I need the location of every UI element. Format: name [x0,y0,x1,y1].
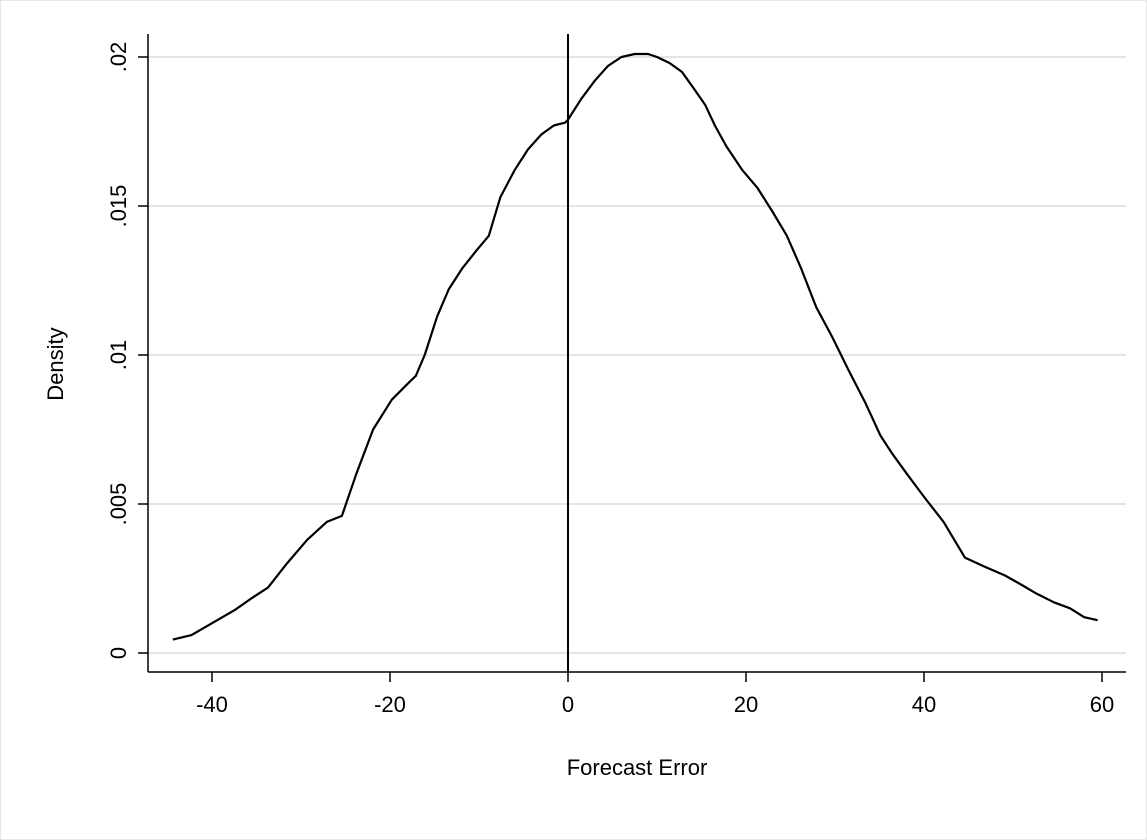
x-tick-label-5: 60 [1090,692,1114,717]
x-axis-ticks: -40 -20 0 20 40 60 [196,672,1114,717]
x-tick-label-3: 20 [734,692,758,717]
y-tick-label-3: .015 [106,185,131,228]
axes-layer [147,34,1126,673]
x-tick-label-4: 40 [912,692,936,717]
y-tick-label-1: .005 [106,483,131,526]
grid-layer [148,56,1126,654]
x-axis-title: Forecast Error [567,755,708,780]
y-tick-label-2: .01 [106,340,131,371]
x-tick-label-1: -20 [374,692,406,717]
y-tick-label-4: .02 [106,42,131,73]
y-axis-title: Density [43,327,68,400]
x-tick-label-2: 0 [562,692,574,717]
y-axis-ticks: 0 .005 .01 .015 .02 [106,42,148,659]
x-tick-label-0: -40 [196,692,228,717]
y-tick-label-0: 0 [106,647,131,659]
density-curve [172,52,1098,641]
